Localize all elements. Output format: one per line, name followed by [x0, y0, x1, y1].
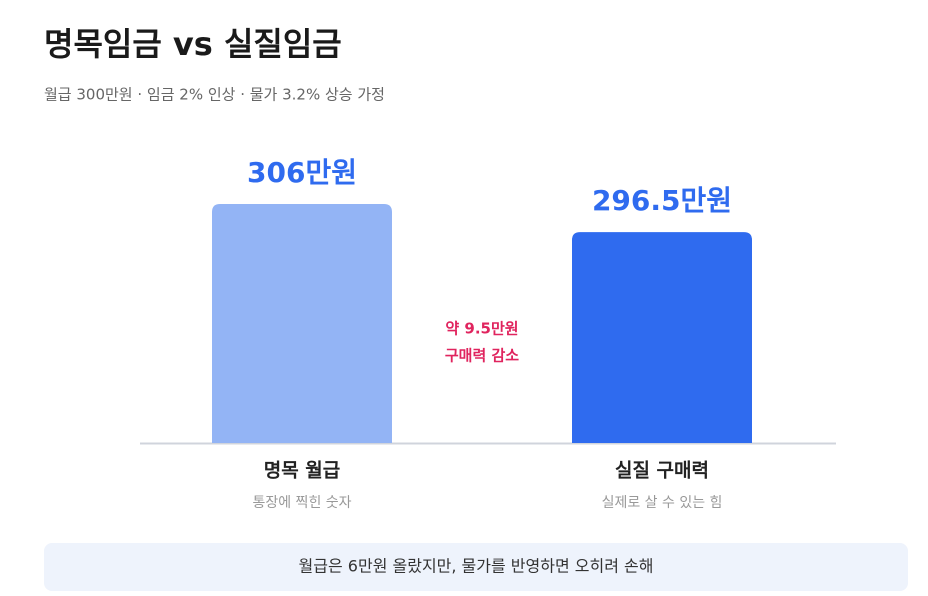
- category-note: 통장에 찍힌 숫자: [252, 495, 351, 511]
- value-label: 306만원: [247, 156, 357, 189]
- category-note: 실제로 살 수 있는 힘: [602, 495, 723, 511]
- note: 월급은 6만원 올랐지만, 물가를 반영하면 오히려 손해: [299, 557, 654, 576]
- note-box: [44, 543, 908, 591]
- x-tick-label: 실질 구매력: [615, 460, 709, 482]
- bar: [212, 204, 392, 443]
- value-label: 296.5만원: [592, 184, 732, 217]
- chart-title: 명목임금 vs 실질임금: [44, 25, 342, 63]
- bar: [572, 232, 752, 443]
- chart-subtitle: 월급 300만원 · 임금 2% 인상 · 물가 3.2% 상승 가정: [44, 86, 385, 104]
- annotation: 약 9.5만원: [445, 320, 518, 338]
- annotation: 구매력 감소: [445, 347, 519, 365]
- x-tick-label: 명목 월급: [264, 460, 341, 482]
